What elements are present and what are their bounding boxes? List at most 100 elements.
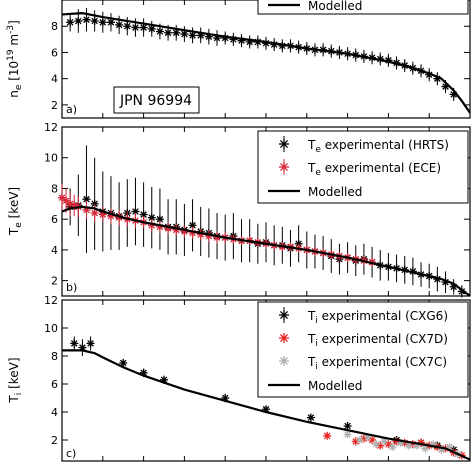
point-a-n-e-experimental-9-stroke <box>140 24 147 31</box>
series-c-t-i-experimental-cx7c <box>343 430 462 458</box>
point-b-t-e-experimental-ece-6-stroke <box>91 209 98 217</box>
point-a-n-e-experimental-14 <box>180 30 189 39</box>
panel-c-marks <box>62 336 471 461</box>
point-b-t-e-experimental-hrts-2-stroke <box>83 195 90 203</box>
legend-c-marker-cx7c <box>279 356 289 366</box>
point-b-t-e-experimental-hrts-10-stroke <box>148 214 156 221</box>
ytick-label-b-4: 10 <box>44 152 58 165</box>
panel-b-ylabel: Te [keV] <box>7 187 24 236</box>
panel-b-marks <box>58 145 471 298</box>
ytick-label-c-5: 12 <box>44 294 58 307</box>
point-c-t-i-experimental-cxg6-7 <box>262 405 270 414</box>
point-b-t-e-experimental-hrts-15-stroke <box>189 222 196 229</box>
point-a-n-e-experimental-2-stroke <box>83 16 90 23</box>
point-a-n-e-experimental-0-stroke <box>66 19 74 26</box>
point-c-t-i-experimental-cxg6-0-stroke <box>70 340 78 347</box>
point-c-t-i-experimental-cx7c-9 <box>421 444 430 453</box>
panel-b: 2 4 6 8 10 12 b) Te experimental (HRTS) Te ex… <box>7 121 471 298</box>
panel-c-legend: Ti experimental (CXG6) Ti experimental (… <box>257 301 469 398</box>
point-a-n-e-experimental-3-stroke <box>91 17 98 25</box>
legend-b-label-ece: Te experimental (ECE) <box>307 161 441 178</box>
ytick-label-a-2: 6 <box>51 46 58 59</box>
legend-c-marker-1-star-stroke <box>280 334 288 342</box>
legend-c-marker-2-star <box>279 356 289 366</box>
ytick-label-b-0: 2 <box>51 275 58 288</box>
point-a-n-e-experimental-15 <box>188 31 197 40</box>
point-a-n-e-experimental-6-stroke <box>115 21 123 29</box>
point-b-t-e-experimental-hrts-48-stroke <box>458 288 466 295</box>
panel-a-marks <box>61 7 471 114</box>
point-a-n-e-experimental-9 <box>139 23 148 32</box>
point-a-n-e-experimental-11 <box>155 27 164 36</box>
legend-a-box <box>257 0 469 15</box>
legend-b-marker-0-star <box>279 139 289 149</box>
point-a-n-e-experimental-4-stroke <box>99 19 107 26</box>
shot-label-box <box>113 86 200 114</box>
point-a-n-e-experimental-8 <box>131 23 140 32</box>
point-c-t-i-experimental-cx7c-0 <box>343 430 352 439</box>
point-a-n-e-experimental-0 <box>66 18 75 27</box>
point-c-t-i-experimental-cx7c-1-stroke <box>356 436 364 444</box>
point-b-t-e-experimental-ece-9-stroke <box>115 214 123 221</box>
legend-c-label-cx7d: Ti experimental (CX7D) <box>307 332 448 349</box>
point-b-t-e-experimental-hrts-8-stroke <box>132 208 139 215</box>
legend-c-marker-cx7d <box>279 333 289 343</box>
point-a-n-e-experimental-1-stroke <box>75 17 82 25</box>
point-b-t-e-experimental-ece-6 <box>90 209 99 218</box>
point-c-t-i-experimental-cx7d-0-stroke <box>323 432 331 440</box>
ytick-label-c-3: 8 <box>51 350 58 363</box>
point-c-t-i-experimental-cx7c-7-stroke <box>405 442 413 449</box>
ytick-label-a-3: 8 <box>51 20 58 33</box>
point-c-t-i-experimental-cx7d-3-stroke <box>368 436 376 444</box>
point-a-n-e-experimental-8-stroke <box>132 24 139 31</box>
point-c-t-i-experimental-cx7c-3-stroke <box>372 440 380 448</box>
panel-c-label: c) <box>66 447 76 460</box>
panel-a: 2 4 6 8 a) JPN 96994 Modelled ne [1019 m-3] <box>6 0 471 119</box>
series-line-b-modelled <box>61 205 471 297</box>
point-c-t-i-experimental-cxg6-0 <box>70 339 79 348</box>
legend-a-label-modelled: Modelled <box>308 0 362 13</box>
point-c-t-i-experimental-cx7c-3 <box>372 440 381 449</box>
point-b-t-e-experimental-hrts-11-stroke <box>156 215 164 223</box>
point-b-t-e-experimental-ece-1 <box>62 196 71 205</box>
point-a-n-e-experimental-12 <box>164 28 173 37</box>
point-a-n-e-experimental-12-stroke <box>164 29 172 37</box>
point-c-t-i-experimental-cx7c-0-stroke <box>344 431 351 438</box>
point-b-t-e-experimental-ece-0-stroke <box>58 194 66 201</box>
legend-c-label-cx7c: Ti experimental (CX7C) <box>307 355 447 372</box>
point-b-t-e-experimental-hrts-11 <box>155 215 164 224</box>
point-a-n-e-experimental-4 <box>98 18 107 27</box>
legend-b-marker-hrts <box>279 136 289 152</box>
point-a-n-e-experimental-5 <box>106 18 115 27</box>
point-a-n-e-experimental-13 <box>172 28 181 37</box>
legend-c-label-modelled: Modelled <box>308 379 362 393</box>
legend-c-marker-1-star <box>279 333 289 343</box>
point-c-t-i-experimental-cx7c-9-stroke <box>421 445 429 452</box>
ytick-label-a-0: 2 <box>51 99 58 112</box>
legend-c-marker-cxg6 <box>279 307 289 323</box>
point-c-t-i-experimental-cx7d-5-stroke <box>385 440 392 448</box>
point-a-n-e-experimental-14-stroke <box>181 30 188 38</box>
point-c-t-i-experimental-cx7c-1 <box>355 436 364 444</box>
point-a-n-e-experimental-44-stroke <box>425 71 433 79</box>
legend-b-marker-1-star-stroke <box>280 163 288 171</box>
legend-b-label-modelled: Modelled <box>308 185 362 199</box>
point-c-t-i-experimental-cxg6-2 <box>86 339 95 348</box>
ytick-label-c-0: 2 <box>51 434 58 447</box>
legend-b-label-hrts: Te experimental (HRTS) <box>307 138 449 155</box>
panel-b-legend: Te experimental (HRTS) Te experimental (… <box>257 130 469 204</box>
series-line-a-modelled <box>61 12 471 114</box>
ytick-label-a-1: 4 <box>51 73 58 86</box>
legend-c-marker-0-star-stroke <box>280 311 288 319</box>
point-c-t-i-experimental-cx7c-5 <box>388 443 397 451</box>
panel-a-ticks: 2 4 6 8 <box>51 0 471 118</box>
point-a-n-e-experimental-10 <box>147 24 156 33</box>
panel-b-label: b) <box>66 281 77 294</box>
panel-c-ylabel: Ti [keV] <box>7 357 24 403</box>
legend-c-marker-0-star <box>279 310 289 320</box>
panel-a-legend: Modelled <box>257 0 469 15</box>
point-a-n-e-experimental-6 <box>115 20 124 29</box>
point-a-n-e-experimental-1 <box>74 16 83 25</box>
point-b-t-e-experimental-hrts-9-stroke <box>140 211 147 218</box>
